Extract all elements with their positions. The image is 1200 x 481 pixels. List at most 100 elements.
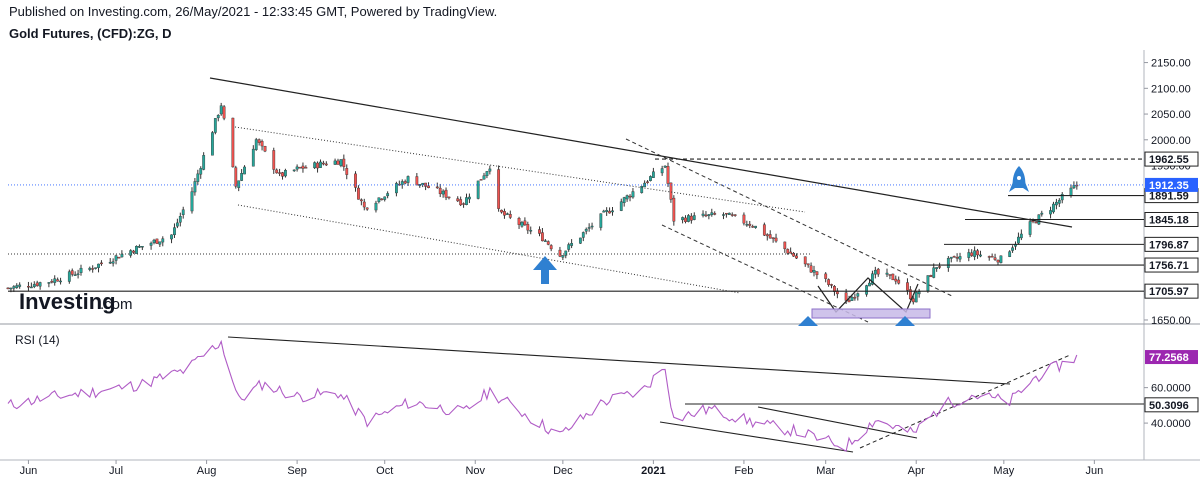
rsi-downtrend-line (227, 336, 1011, 385)
candle (173, 223, 176, 238)
level-tag-label: 1845.18 (1149, 214, 1189, 226)
candle (298, 166, 302, 169)
level-tag (1144, 211, 1199, 227)
level-tag (1144, 151, 1199, 167)
candle (6, 287, 10, 290)
candle (15, 283, 19, 289)
last-price-tag (1145, 177, 1198, 192)
candle (990, 253, 994, 258)
candle (175, 218, 179, 229)
candle (897, 276, 901, 285)
up-arrow-icon (533, 256, 557, 284)
candle (999, 255, 1003, 264)
candle (321, 160, 325, 166)
rsi-pane[interactable]: RSI (14) 40.0000 60.0000 77.2568 50.3096 (7, 333, 1199, 453)
candle (181, 206, 185, 219)
channel-upper-dotted (234, 126, 806, 213)
candle (742, 212, 746, 226)
candle (602, 209, 606, 213)
candle (1057, 198, 1061, 207)
candle (50, 279, 54, 284)
candle (538, 226, 541, 237)
candle (497, 165, 501, 212)
candle (140, 246, 144, 251)
candle (955, 253, 959, 262)
candle (403, 179, 407, 185)
published-caption: Published on Investing.com, 26/May/2021 … (9, 4, 498, 19)
candle (584, 227, 588, 235)
candle (295, 164, 299, 172)
candle (435, 182, 439, 189)
x-tick-label: Jun (20, 465, 38, 477)
candle (79, 264, 83, 276)
candle (395, 181, 398, 197)
svg-text:Investing: Investing (19, 289, 116, 314)
candle (383, 196, 387, 202)
candle (608, 207, 611, 214)
candle (257, 138, 261, 146)
candle (973, 246, 977, 261)
candle (354, 171, 357, 192)
candle (216, 114, 220, 122)
candle (316, 161, 319, 173)
candle (786, 248, 790, 255)
candle (333, 158, 337, 165)
candle (809, 262, 813, 273)
candle (1017, 232, 1020, 245)
candle (292, 169, 296, 172)
rsi-channel-upper (757, 406, 918, 439)
investing-logo: Investing .com (19, 289, 133, 314)
wedge-lower-dashed (661, 224, 869, 323)
candle (313, 161, 317, 169)
up-arrow-icon (895, 316, 915, 326)
candle (713, 211, 717, 216)
candle (47, 282, 51, 288)
candle (114, 254, 118, 265)
candle (529, 226, 533, 235)
price-pane[interactable]: Investing .com 1650.001700.001750.001800… (6, 58, 1199, 327)
y-tick-label: 2100.00 (1151, 83, 1191, 95)
level-tag-label: 1891.59 (1149, 191, 1189, 203)
candle (558, 246, 562, 258)
candle (570, 239, 574, 249)
candle (876, 267, 880, 277)
candle (853, 293, 857, 301)
rsi-label: RSI (14) (15, 333, 60, 347)
candle (792, 252, 795, 257)
candle (275, 168, 279, 174)
candle (138, 244, 141, 248)
price-tags: 1962.55 1891.59 1845.18 1796.87 1756.71 1705.… (1144, 151, 1199, 299)
svg-text:.com: .com (100, 296, 133, 313)
x-tick-label: Apr (908, 465, 925, 477)
candle (1049, 206, 1052, 219)
candle (748, 220, 752, 229)
candle (424, 182, 428, 191)
candle (178, 212, 182, 227)
candle (932, 263, 936, 279)
candle (377, 197, 381, 204)
candle (517, 216, 521, 229)
pane-frame (0, 50, 1200, 461)
candle (908, 286, 912, 300)
candle (386, 191, 390, 199)
candle (727, 212, 731, 215)
candle (362, 198, 366, 211)
candle (380, 198, 384, 201)
x-tick-label: May (993, 465, 1014, 477)
rsi-last-label: 77.2568 (1149, 352, 1189, 364)
candle (108, 258, 112, 264)
candle (27, 281, 30, 292)
candle (152, 238, 156, 245)
rsi-last-tag (1145, 350, 1198, 365)
candle (733, 214, 737, 217)
candle (935, 267, 939, 272)
candle (120, 250, 124, 258)
candle (827, 278, 831, 287)
candle (301, 162, 305, 173)
rsi-tick-label: 40.0000 (1151, 418, 1191, 430)
candle (374, 200, 378, 213)
candle (357, 185, 360, 200)
candle (202, 152, 206, 171)
candle (911, 296, 915, 305)
